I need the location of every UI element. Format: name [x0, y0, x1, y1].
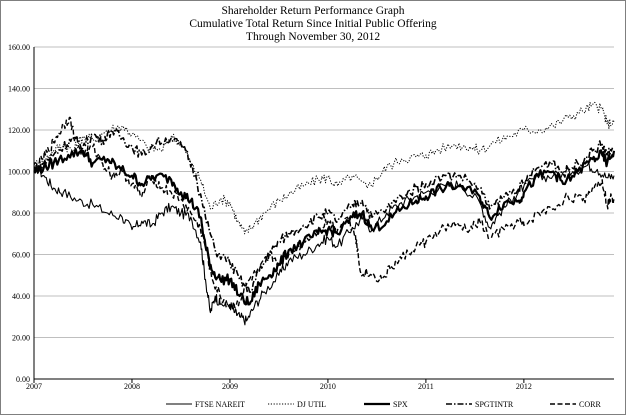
legend-label-spgtintr: SPGTINTR: [475, 400, 514, 409]
y-tick-label-8: 160.00: [8, 43, 30, 52]
y-tick-label-0: 0.00: [16, 375, 30, 384]
series-line-spgtintr: [33, 127, 615, 293]
chart-subtitle-line-2: Through November 30, 2012: [245, 31, 381, 43]
x-tick-label-3: 2010: [320, 382, 336, 391]
x-tick-label-5: 2012: [516, 382, 532, 391]
y-tick-label-4: 80.00: [12, 209, 30, 218]
chart-titles: Shareholder Return Performance Graph Cum…: [0, 5, 626, 44]
legend: FTSE NAREIT DJ UTIL SPX SPGTINTR CORR: [166, 400, 601, 409]
x-tick-label-0: 2007: [26, 382, 42, 391]
grid-lines: [34, 46, 614, 338]
legend-label-spx: SPX: [393, 400, 408, 409]
x-axis: 2007 2008 2009 2010 2011 2012: [26, 378, 614, 391]
x-tick-label-1: 2008: [124, 382, 140, 391]
x-tick-label-2: 2009: [222, 382, 238, 391]
y-tick-label-1: 20.00: [12, 334, 30, 343]
y-tick-label-6: 120.00: [8, 126, 30, 135]
legend-label-dj-util: DJ UTIL: [297, 400, 326, 409]
series-line-dj-util: [33, 101, 615, 235]
chart-subtitle-line-1: Cumulative Total Return Since Initial Pu…: [189, 18, 437, 30]
legend-label-ftse-nareit: FTSE NAREIT: [195, 400, 245, 409]
y-tick-label-5: 100.00: [8, 168, 30, 177]
x-tick-label-4: 2011: [418, 382, 434, 391]
y-tick-label-2: 40.00: [12, 292, 30, 301]
y-axis: 0.00 20.00 40.00 60.00 80.00 100.00 120.00 140.…: [8, 43, 35, 384]
y-tick-label-3: 60.00: [12, 251, 30, 260]
series-line-corr: [33, 116, 615, 310]
chart-title: Shareholder Return Performance Graph: [221, 5, 405, 17]
series-lines: [33, 101, 616, 326]
y-tick-label-7: 140.00: [8, 85, 30, 94]
legend-label-corr: CORR: [579, 400, 601, 409]
